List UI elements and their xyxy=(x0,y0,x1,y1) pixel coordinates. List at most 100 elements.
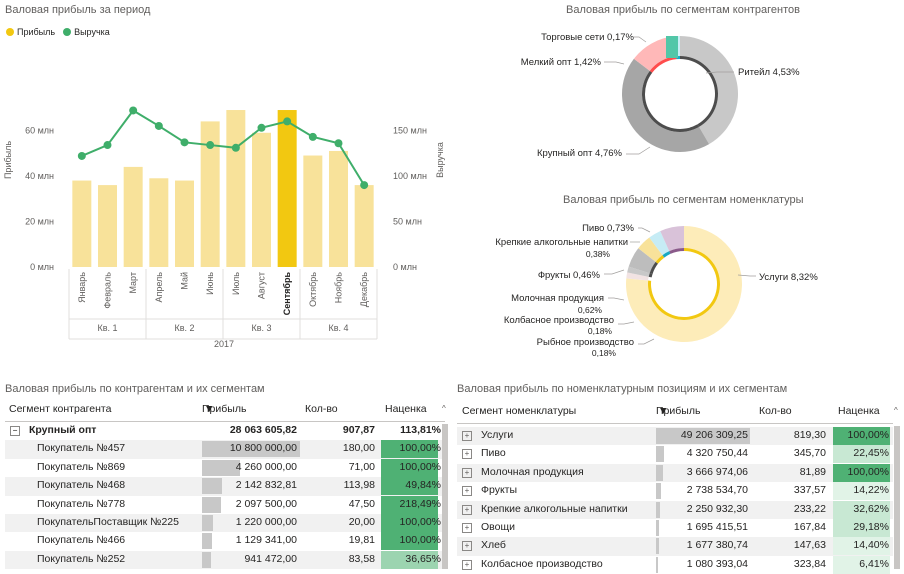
table-nomenclature[interactable]: Сегмент номенклатуры Прибыль ▼ Кол-во На… xyxy=(457,401,893,574)
expand-icon[interactable]: + xyxy=(462,467,472,478)
revenue-point[interactable] xyxy=(103,141,112,150)
donut-slice[interactable] xyxy=(660,226,684,252)
revenue-point[interactable] xyxy=(77,151,86,160)
donut2-chart[interactable]: Услуги 8,32% Пиво 0,73% Крепкие алкоголь… xyxy=(454,212,904,372)
expand-icon[interactable]: + xyxy=(462,541,472,552)
donut-slice[interactable] xyxy=(628,248,656,274)
row-qty: 167,84 xyxy=(793,520,826,533)
legend-item-profit[interactable]: Прибыль xyxy=(6,27,55,37)
profit-bar[interactable] xyxy=(200,121,220,268)
profit-bar[interactable] xyxy=(149,178,169,267)
profit-bar[interactable] xyxy=(123,166,143,267)
donut-slice[interactable] xyxy=(638,237,663,262)
table1-col-markup[interactable]: Наценка xyxy=(385,403,427,415)
markup-cell xyxy=(381,477,438,496)
revenue-point[interactable] xyxy=(231,143,240,152)
table-row[interactable]: Покупатель №252 941 472,00 83,58 36,65% xyxy=(5,550,445,570)
profit-bar[interactable] xyxy=(175,180,194,267)
row-markup: 100,00% xyxy=(399,534,441,547)
donut-slice-highlight xyxy=(649,261,658,275)
table-row[interactable]: + Колбасное производство 1 080 393,04 323,8… xyxy=(457,555,893,574)
donut-slice[interactable] xyxy=(680,36,738,145)
table-row[interactable]: ПокупательПоставщик №225 1 220 000,00 20,0… xyxy=(5,513,445,533)
profit-bar[interactable] xyxy=(329,150,348,267)
expand-icon[interactable]: + xyxy=(462,504,472,515)
donut-slice-small[interactable] xyxy=(666,36,678,58)
donut-slice[interactable] xyxy=(626,226,742,342)
sort-desc-icon[interactable]: ▼ xyxy=(658,405,669,417)
table-row[interactable]: Покупатель №457 10 800 000,00 180,00 100,00… xyxy=(5,440,445,459)
revenue-point[interactable] xyxy=(334,139,343,148)
revenue-point[interactable] xyxy=(283,117,292,126)
table-row[interactable]: + Фрукты 2 738 534,70 337,57 14,22% xyxy=(457,482,893,501)
revenue-point[interactable] xyxy=(129,106,138,115)
table1-col-profit[interactable]: Прибыль xyxy=(202,403,247,415)
table-row[interactable]: Покупатель №468 2 142 832,81 113,98 49,84% xyxy=(5,477,445,496)
expand-icon[interactable]: + xyxy=(462,486,472,497)
profit-bar[interactable] xyxy=(98,185,117,267)
markup-cell xyxy=(833,555,890,574)
donut-slice-highlight xyxy=(655,255,665,264)
x-tick-quarter: Кв. 3 xyxy=(251,323,271,333)
table-row[interactable]: Покупатель №778 2 097 500,00 47,50 218,49% xyxy=(5,495,445,514)
row-name: Колбасное производство xyxy=(481,557,603,570)
row-profit: 941 472,00 xyxy=(244,552,297,565)
profit-bar[interactable] xyxy=(226,110,246,268)
donut-slice[interactable] xyxy=(627,266,650,277)
profit-bar[interactable] xyxy=(277,110,297,268)
donut-slice[interactable] xyxy=(622,58,710,152)
table-row[interactable]: Покупатель №869 4 260 000,00 71,00 100,00% xyxy=(5,458,445,477)
profit-bar[interactable] xyxy=(354,185,374,267)
table1-scrollbar[interactable] xyxy=(442,424,448,569)
profit-bar[interactable] xyxy=(252,132,271,267)
donut-slice[interactable] xyxy=(649,231,670,256)
group-name: Крупный опт xyxy=(29,424,97,436)
y-right-axis-label: Выручка xyxy=(435,142,445,178)
table-row[interactable]: Покупатель №466 1 129 341,00 19,81 100,00% xyxy=(5,532,445,551)
table2-col-markup[interactable]: Наценка xyxy=(838,405,880,417)
table-row[interactable]: + Хлеб 1 677 380,74 147,63 14,40% xyxy=(457,537,893,556)
table1-col-qty[interactable]: Кол-во xyxy=(305,403,338,415)
collapse-icon[interactable]: − xyxy=(10,426,20,436)
row-qty: 20,00 xyxy=(348,515,375,528)
table-row[interactable]: + Услуги 49 206 309,25 819,30 100,00% xyxy=(457,427,893,446)
table1-scroll-up-icon[interactable]: ^ xyxy=(442,404,446,413)
table-counterparties[interactable]: Сегмент контрагента Прибыль ▼ Кол-во Нац… xyxy=(5,399,445,570)
profit-bar[interactable] xyxy=(303,155,323,267)
x-tick-quarter: Кв. 4 xyxy=(328,323,348,333)
expand-icon[interactable]: + xyxy=(462,431,472,441)
y-left-axis-label: Прибыль xyxy=(3,141,13,179)
donut-slice[interactable] xyxy=(626,272,649,281)
row-qty: 47,50 xyxy=(348,497,375,510)
donut1-chart[interactable]: Ритейл 4,53% Крупный опт 4,76% Мелкий оп… xyxy=(454,20,904,195)
revenue-point[interactable] xyxy=(180,138,189,147)
markup-cell xyxy=(833,427,890,445)
legend-item-revenue[interactable]: Выручка xyxy=(63,27,110,37)
profit-bar[interactable] xyxy=(72,180,92,267)
expand-icon[interactable]: + xyxy=(462,522,472,533)
table1-group-row[interactable]: − Крупный опт 28 063 605,82 907,87 113,8… xyxy=(5,422,445,440)
table-row[interactable]: + Крепкие алкогольные напитки 2 250 932,30… xyxy=(457,500,893,519)
revenue-point[interactable] xyxy=(257,123,266,132)
donut-slice[interactable] xyxy=(633,36,677,71)
combo-legend[interactable]: Прибыль Выручка xyxy=(6,27,110,37)
table-row[interactable]: + Молочная продукция 3 666 974,06 81,89 100,… xyxy=(457,463,893,483)
expand-icon[interactable]: + xyxy=(462,449,472,460)
table2-col-segment[interactable]: Сегмент номенклатуры xyxy=(462,405,577,417)
table2-scroll-up-icon[interactable]: ^ xyxy=(894,406,898,415)
revenue-point[interactable] xyxy=(154,121,163,130)
table-row[interactable]: + Овощи 1 695 415,51 167,84 29,18% xyxy=(457,518,893,537)
revenue-point[interactable] xyxy=(360,181,369,190)
expand-icon[interactable]: + xyxy=(462,559,472,570)
table2-col-qty[interactable]: Кол-во xyxy=(759,405,792,417)
markup-cell xyxy=(381,440,438,459)
table-row[interactable]: + Пиво 4 320 750,44 345,70 22,45% xyxy=(457,445,893,464)
donut2-title: Валовая прибыль по сегментам номенклатур… xyxy=(563,194,804,206)
revenue-point[interactable] xyxy=(206,141,215,150)
table2-col-profit[interactable]: Прибыль xyxy=(656,405,701,417)
revenue-point[interactable] xyxy=(308,132,317,141)
table2-scrollbar[interactable] xyxy=(894,426,900,569)
sort-desc-icon[interactable]: ▼ xyxy=(204,403,215,415)
table1-col-segment[interactable]: Сегмент контрагента xyxy=(9,403,112,415)
